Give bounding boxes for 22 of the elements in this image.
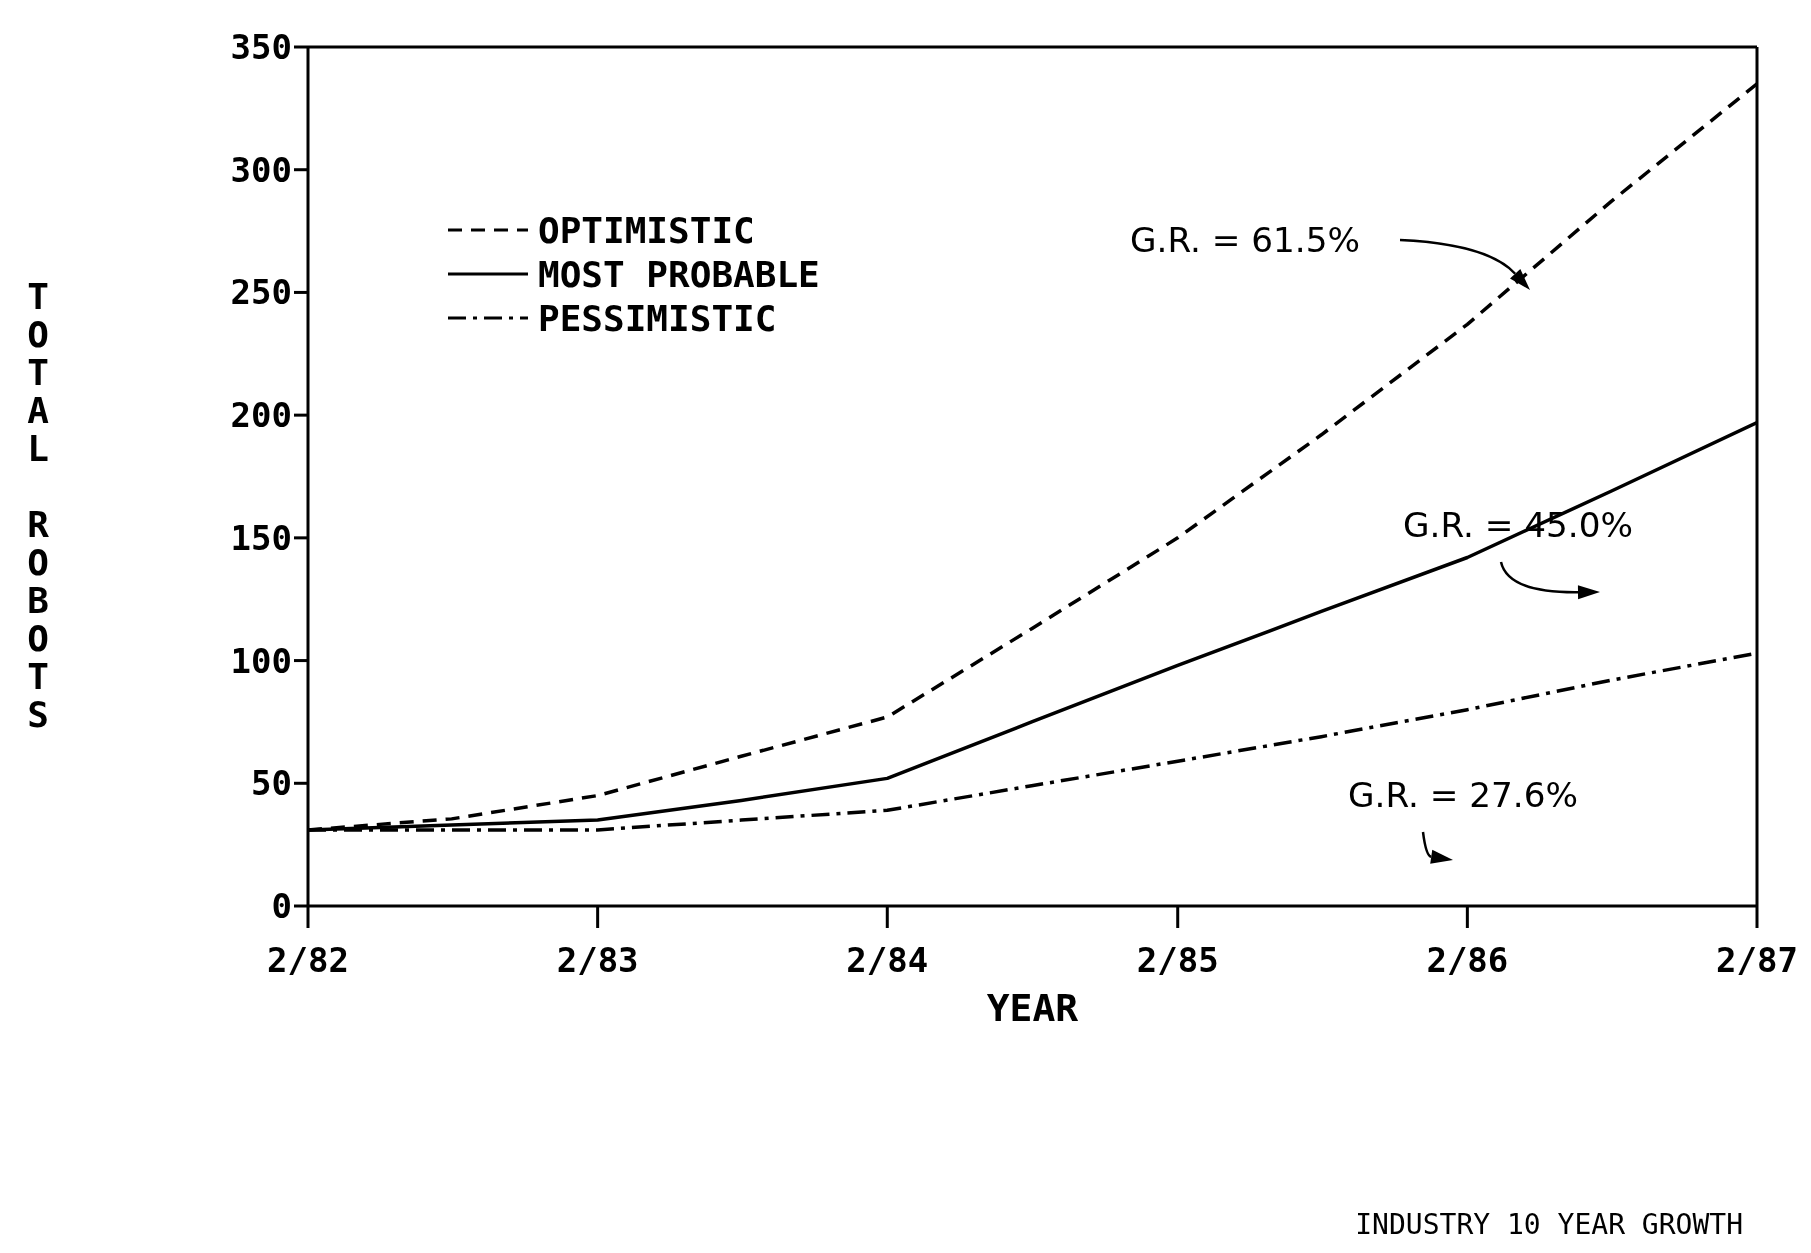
y-tick-label: 300 (230, 149, 292, 190)
annotation: G.R. = 27.6% (1348, 775, 1578, 815)
text: INDUSTRY 10 YEAR GROWTH (1355, 1208, 1743, 1241)
y-tick-label: 50 (251, 763, 292, 804)
annotation: G.R. = 61.5% (1130, 220, 1360, 260)
y-tick-label: 0 (271, 886, 292, 927)
y-tick-label: 350 (230, 27, 292, 68)
y-tick-label: 150 (230, 517, 292, 558)
x-tick-label: 2/86 (1426, 940, 1509, 981)
y-tick-label: 250 (230, 272, 292, 313)
x-tick-label: 2/85 (1136, 940, 1219, 981)
x-axis-title: YEAR (986, 986, 1079, 1030)
y-tick-label: 200 (230, 395, 292, 436)
legend-label: PESSIMISTIC (538, 297, 777, 339)
y-tick-label: 100 (230, 640, 292, 681)
x-tick-label: 2/83 (556, 940, 639, 981)
x-tick-label: 2/84 (846, 940, 929, 981)
legend-label: OPTIMISTIC (538, 209, 755, 251)
text: TOTAL ROBOTS (27, 276, 49, 735)
x-tick-label: 2/82 (267, 940, 349, 981)
x-tick-label: 2/87 (1716, 940, 1798, 981)
legend-label: MOST PROBABLE (538, 253, 820, 295)
